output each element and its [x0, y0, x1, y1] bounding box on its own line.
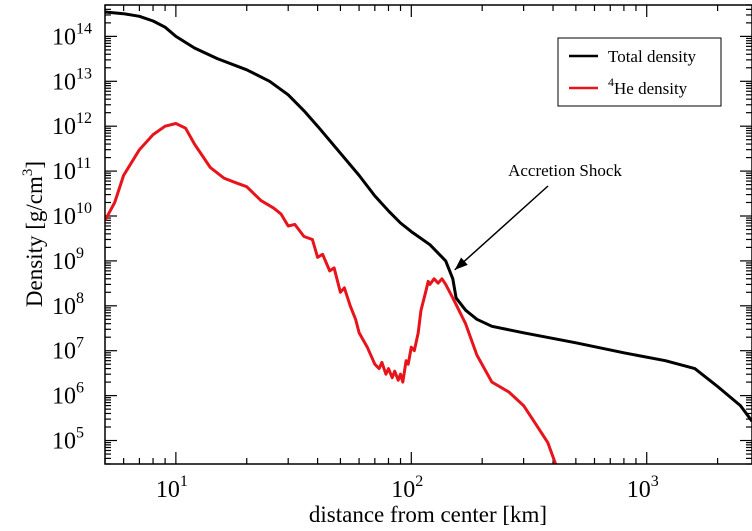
legend-label-he-main: He density [614, 79, 688, 98]
y-tick-label-base: 10 [52, 339, 76, 365]
series-line-he-density [105, 122, 558, 464]
x-tick-label-base: 10 [627, 477, 651, 503]
y-axis-label-close: ] [22, 161, 47, 169]
y-tick-label: 106 [52, 380, 84, 410]
y-tick-label-base: 10 [52, 159, 76, 185]
x-tick-label: 101 [156, 473, 188, 503]
annotation-arrowhead [454, 257, 468, 270]
legend-box [557, 37, 722, 107]
y-tick-label: 108 [52, 290, 84, 320]
x-tick-label-base: 10 [156, 477, 180, 503]
y-tick-label: 109 [52, 245, 84, 275]
y-tick-label: 1012 [52, 110, 92, 140]
y-tick-label: 105 [52, 425, 84, 455]
series-line-total-density [105, 10, 752, 423]
legend-label-he-superscript: 4 [608, 75, 614, 89]
y-tick-label-base: 10 [52, 294, 76, 320]
x-tick-label-exponent: 2 [415, 473, 423, 490]
annotation-accretion-shock: Accretion Shock [454, 161, 622, 271]
series-lines [105, 10, 752, 464]
y-axis-label-main: Density [g/cm [22, 176, 47, 307]
y-tick-label: 1011 [52, 155, 91, 185]
y-tick-label: 1014 [52, 20, 92, 50]
y-tick-label-exponent: 8 [76, 290, 84, 307]
y-tick-label-exponent: 11 [76, 155, 91, 172]
y-axis-label: Density [g/cm3] [20, 161, 47, 307]
y-tick-label: 1010 [52, 200, 92, 230]
plot-frame [104, 4, 752, 465]
y-tick-label-base: 10 [52, 384, 76, 410]
x-axis-label: distance from center [km] [309, 502, 547, 527]
y-tick-label-base: 10 [52, 69, 76, 95]
y-tick-label-exponent: 5 [76, 425, 84, 442]
annotation-arrow [454, 185, 549, 271]
y-tick-label-exponent: 14 [76, 20, 92, 37]
x-tick-label: 103 [627, 473, 659, 503]
y-tick-label-base: 10 [52, 249, 76, 275]
y-axis-label-superscript: 3 [20, 169, 36, 177]
y-tick-label-exponent: 9 [76, 245, 84, 262]
annotation-text: Accretion Shock [508, 161, 622, 180]
y-tick-label-exponent: 10 [76, 200, 92, 217]
x-tick-label-exponent: 1 [180, 473, 188, 490]
x-tick-label-exponent: 3 [651, 473, 659, 490]
y-tick-label-exponent: 12 [76, 110, 92, 127]
legend-label-he-density: 4He density [608, 75, 688, 98]
y-tick-label-exponent: 7 [76, 335, 84, 352]
y-tick-label-base: 10 [52, 204, 76, 230]
legend-label-total-density: Total density [608, 47, 697, 66]
axis-ticks [104, 4, 752, 465]
y-tick-label-exponent: 13 [76, 65, 92, 82]
x-tick-labels: 101 102 103 [156, 473, 659, 503]
y-tick-label-base: 10 [52, 429, 76, 455]
legend: Total density 4He density [557, 37, 722, 107]
y-tick-label-exponent: 6 [76, 380, 84, 397]
x-tick-label-base: 10 [391, 477, 415, 503]
y-tick-label-base: 10 [52, 114, 76, 140]
x-tick-label: 102 [391, 473, 423, 503]
y-tick-label-base: 10 [52, 24, 76, 50]
y-tick-label: 1013 [52, 65, 92, 95]
y-tick-label: 107 [52, 335, 84, 365]
